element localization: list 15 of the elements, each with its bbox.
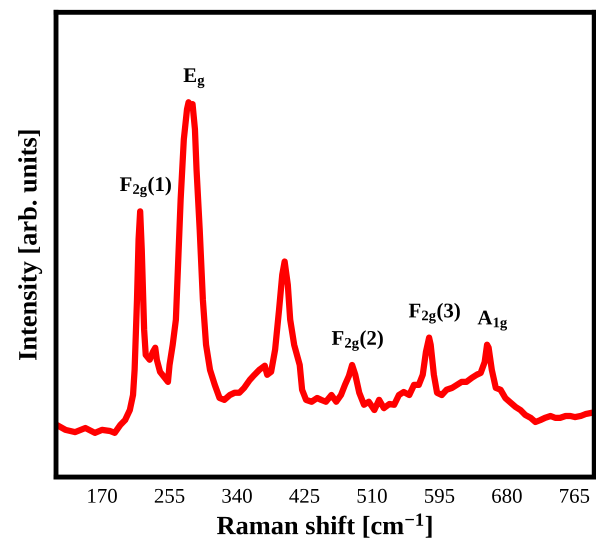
x-tick-label: 680 [492,488,522,503]
annotation: F$_{2g}$(3) [408,302,460,324]
y-axis-title: Intensity [arb. units] [18,130,42,360]
annotation: F$_{2g}$(2) [332,330,383,351]
x-axis-title: Raman shift [cm$^{−1}$] [216,514,432,538]
x-tick-label: 255 [154,488,184,503]
x-tick-label: 595 [425,488,454,503]
x-tick-label: 425 [289,488,320,503]
x-tick-label: 170 [88,488,117,503]
annotation: F$_{2g}$(1) [120,176,171,198]
annotation: E$_{g}$ [184,68,204,88]
x-tick-label: 765 [560,488,590,503]
x-tick-label: 340 [222,488,252,503]
annotation: A$_{1g}$ [478,310,508,331]
x-tick-label: 510 [358,488,387,503]
